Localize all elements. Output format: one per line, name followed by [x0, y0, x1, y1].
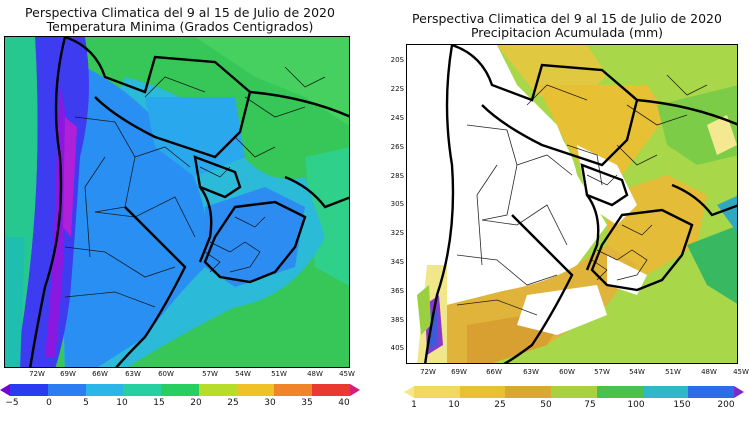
left-colorbar-swatch — [198, 384, 237, 396]
left-colorbar-label: 0 — [46, 398, 52, 408]
left-lon-label: 72W — [29, 370, 45, 378]
right-panel: Perspectiva Climatica del 9 al 15 de Jul… — [384, 0, 750, 422]
right-lon-label: 51W — [665, 368, 681, 376]
left-colorbar-label: 25 — [227, 398, 239, 408]
right-colorbar-labels: 1 10 25 50 75 100 150 200 — [404, 400, 744, 412]
right-colorbar-swatch — [505, 386, 552, 398]
right-colorbar — [404, 386, 745, 398]
right-colorbar-label: 50 — [540, 400, 552, 410]
right-colorbar-label: 1 — [411, 400, 417, 410]
left-colorbar-swatch — [10, 384, 48, 396]
right-lat-label: 28S — [390, 172, 404, 180]
left-colorbar-label: 30 — [264, 398, 276, 408]
right-lon-label: 66W — [486, 368, 502, 376]
left-colorbar-label: 40 — [338, 398, 350, 408]
left-lon-label: 69W — [60, 370, 76, 378]
right-lat-label: 32S — [390, 229, 404, 237]
left-colorbar-label: 10 — [116, 398, 128, 408]
left-colorbar-labels: −5 0 5 10 15 20 25 30 35 40 — [0, 398, 360, 410]
right-colorbar-label: 25 — [494, 400, 506, 410]
left-lon-label: 51W — [271, 370, 287, 378]
left-lon-label: 45W — [339, 370, 355, 378]
left-colorbar-swatch — [274, 384, 313, 396]
left-colorbar-tip — [0, 384, 10, 396]
right-lat-label: 38S — [390, 316, 404, 324]
right-lon-label: 45W — [733, 368, 749, 376]
left-lon-labels: 72W 69W 66W 63W 60W 57W 54W 51W 48W 45W — [0, 370, 360, 382]
right-colorbar-swatch — [551, 386, 597, 398]
left-title-line2: Temperatura Minima (Grados Centigrados) — [46, 19, 314, 34]
left-colorbar-swatch — [123, 384, 162, 396]
left-colorbar-label: 35 — [301, 398, 313, 408]
left-lon-label: 60W — [158, 370, 174, 378]
right-lon-label: 72W — [420, 368, 436, 376]
left-colorbar-swatch — [161, 384, 199, 396]
right-lon-label: 63W — [523, 368, 539, 376]
right-colorbar-label: 75 — [584, 400, 596, 410]
right-lat-label: 40S — [390, 344, 404, 352]
left-colorbar-label: 15 — [153, 398, 165, 408]
right-lat-label: 26S — [390, 143, 404, 151]
right-lat-label: 24S — [390, 114, 404, 122]
left-title-line1: Perspectiva Climatica del 9 al 15 de Jul… — [25, 5, 335, 20]
right-colorbar-label: 200 — [717, 400, 735, 410]
right-title-line1: Perspectiva Climatica del 9 al 15 de Jul… — [412, 11, 722, 26]
right-precipitation-map — [406, 44, 738, 364]
left-colorbar-label: 20 — [190, 398, 202, 408]
right-colorbar-label: 100 — [627, 400, 645, 410]
right-colorbar-label: 10 — [448, 400, 460, 410]
right-colorbar-label: 150 — [673, 400, 691, 410]
left-lon-label: 57W — [202, 370, 218, 378]
right-lat-label: 20S — [390, 56, 404, 64]
right-lon-label: 57W — [594, 368, 610, 376]
right-lon-label: 48W — [701, 368, 717, 376]
right-lon-label: 54W — [629, 368, 645, 376]
left-lon-label: 66W — [92, 370, 108, 378]
right-lat-labels: 20S 22S 24S 26S 28S 30S 32S 34S 36S 38S … — [384, 44, 404, 364]
right-lat-label: 34S — [390, 258, 404, 266]
left-colorbar-tip — [350, 384, 361, 396]
left-colorbar-swatch — [47, 384, 86, 396]
right-title-line2: Precipitacion Acumulada (mm) — [470, 25, 664, 40]
left-colorbar — [0, 384, 361, 396]
right-lat-label: 30S — [390, 200, 404, 208]
right-colorbar-swatch — [459, 386, 506, 398]
right-colorbar-tip — [404, 386, 414, 398]
right-lon-label: 60W — [559, 368, 575, 376]
left-colorbar-label: 5 — [83, 398, 89, 408]
left-colorbar-label: −5 — [5, 398, 19, 408]
left-colorbar-swatch — [312, 384, 351, 396]
right-lat-label: 22S — [390, 85, 404, 93]
left-panel: Perspectiva Climatica del 9 al 15 de Jul… — [0, 0, 361, 422]
left-lon-label: 54W — [235, 370, 251, 378]
right-lon-label: 69W — [451, 368, 467, 376]
right-lat-label: 36S — [390, 287, 404, 295]
left-lon-label: 48W — [307, 370, 323, 378]
left-temperature-map — [4, 36, 350, 368]
right-colorbar-swatch — [688, 386, 735, 398]
right-lon-labels: 72W 69W 66W 63W 60W 57W 54W 51W 48W 45W — [384, 368, 750, 380]
left-colorbar-swatch — [85, 384, 124, 396]
right-colorbar-tip — [734, 386, 745, 398]
right-colorbar-swatch — [596, 386, 643, 398]
right-colorbar-swatch — [642, 386, 689, 398]
left-lon-label: 63W — [125, 370, 141, 378]
left-colorbar-swatch — [236, 384, 275, 396]
right-colorbar-swatch — [414, 386, 460, 398]
